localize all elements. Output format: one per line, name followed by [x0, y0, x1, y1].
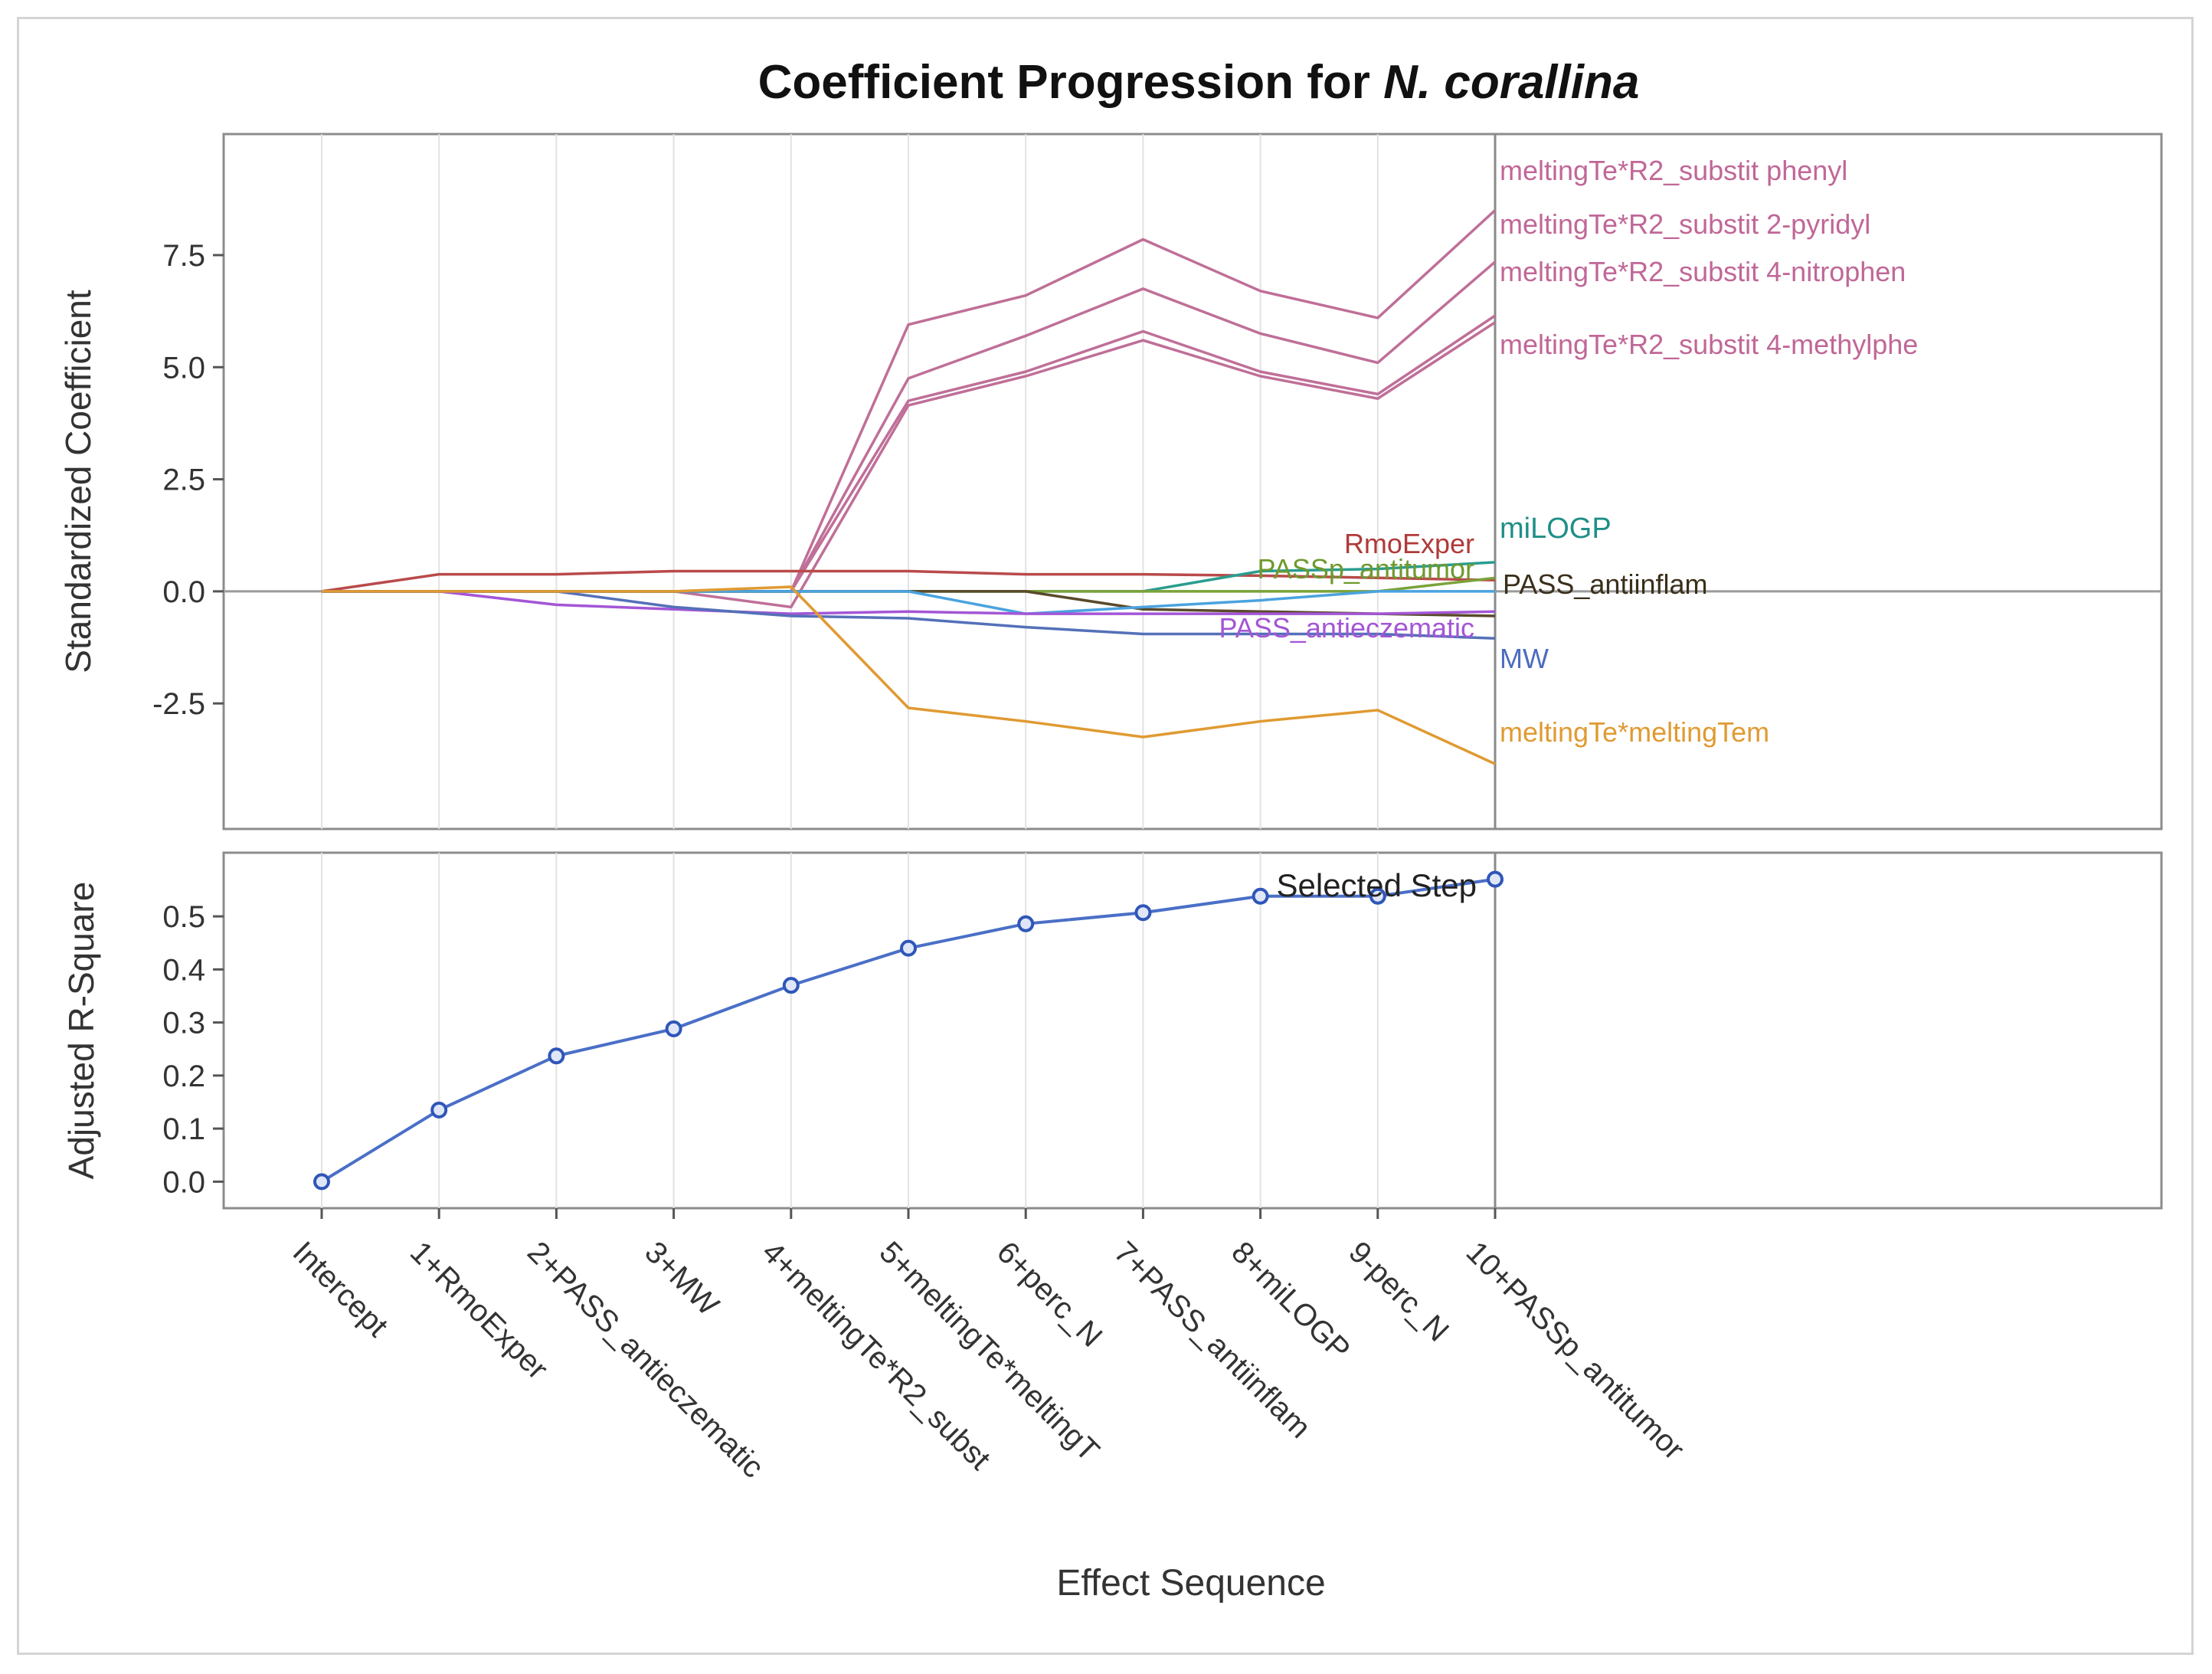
series-label: meltingTe*R2_substit 4-methylphe — [1500, 329, 1918, 360]
series-label: PASSp_antitumor — [1258, 553, 1474, 585]
top-y-tick-label: 2.5 — [162, 464, 205, 497]
bottom-panel-frame — [222, 851, 2163, 1210]
series-label: miLOGP — [1500, 513, 1612, 545]
top-y-axis-title: Standardized Coefficient — [58, 290, 98, 673]
top-y-tick-label: 7.5 — [162, 239, 205, 273]
bottom-y-tick-label: 0.1 — [162, 1112, 205, 1146]
chart-title-prefix: Coefficient Progression for — [758, 56, 1383, 109]
x-tick-label: 8+miLOGP — [1225, 1235, 1356, 1367]
x-tick-label: 10+PASSp_antitumor — [1460, 1235, 1691, 1466]
rsquare-point — [1252, 887, 1269, 905]
bottom-y-tick-label: 0.2 — [162, 1060, 205, 1093]
rsquare-point — [1487, 870, 1504, 888]
top-y-tick-label: 5.0 — [162, 351, 205, 385]
top-y-tick-label: 0.0 — [162, 575, 205, 609]
rsquare-point — [313, 1173, 330, 1191]
x-tick-label: 4+meltingTe*R2_subst — [755, 1235, 996, 1476]
bottom-y-tick-label: 0.5 — [162, 900, 205, 934]
top-y-tick-label: -2.5 — [152, 687, 205, 721]
top-panel-frame — [222, 133, 2163, 830]
series-label: PASS_antieczematic — [1219, 612, 1475, 644]
chart-title-species: N. corallina — [1383, 56, 1639, 109]
rsquare-point — [900, 939, 917, 957]
rsquare-point — [548, 1047, 565, 1065]
x-tick-label: 7+PASS_antiinflam — [1108, 1235, 1317, 1445]
series-line-9 — [322, 590, 1496, 615]
rsquare-point — [430, 1101, 448, 1119]
bottom-y-tick-label: 0.3 — [162, 1007, 205, 1040]
chart-title: Coefficient Progression for N. corallina — [758, 56, 1640, 109]
bottom-y-tick-label: 0.4 — [162, 953, 205, 987]
series-line-11 — [322, 585, 1496, 765]
rsquare-point — [1134, 904, 1152, 922]
rsquare-point — [782, 977, 800, 994]
series-label: RmoExper — [1344, 528, 1474, 559]
x-tick-label: 3+MW — [638, 1235, 725, 1322]
figure-frame — [17, 17, 2194, 1655]
x-tick-label: 6+perc_N — [990, 1235, 1109, 1354]
series-line-4 — [321, 569, 1496, 593]
bottom-y-tick-label: 0.0 — [162, 1165, 205, 1199]
bottom-y-axis-title: Adjusted R-Square — [61, 882, 101, 1180]
x-axis-title: Effect Sequence — [1056, 1563, 1325, 1604]
series-label: meltingTe*R2_substit phenyl — [1500, 155, 1847, 186]
rsquare-point — [665, 1020, 682, 1037]
series-label: meltingTe*R2_substit 2-pyridyl — [1500, 208, 1870, 240]
x-tick-label: Intercept — [286, 1235, 394, 1343]
series-label: PASS_antiinflam — [1503, 568, 1707, 600]
series-label: meltingTe*meltingTem — [1500, 716, 1769, 748]
x-tick-label: 5+meltingTe*meltingT — [873, 1235, 1106, 1468]
rsquare-point — [1369, 887, 1386, 905]
rsquare-point — [1017, 915, 1035, 932]
series-label: MW — [1500, 643, 1549, 674]
selected-step-annotation: Selected Step — [1276, 867, 1477, 903]
series-label: meltingTe*R2_substit 4-nitrophen — [1500, 256, 1906, 287]
x-tick-label: 2+PASS_antieczematic — [521, 1235, 770, 1484]
x-tick-label: 9-perc_N — [1342, 1235, 1454, 1348]
